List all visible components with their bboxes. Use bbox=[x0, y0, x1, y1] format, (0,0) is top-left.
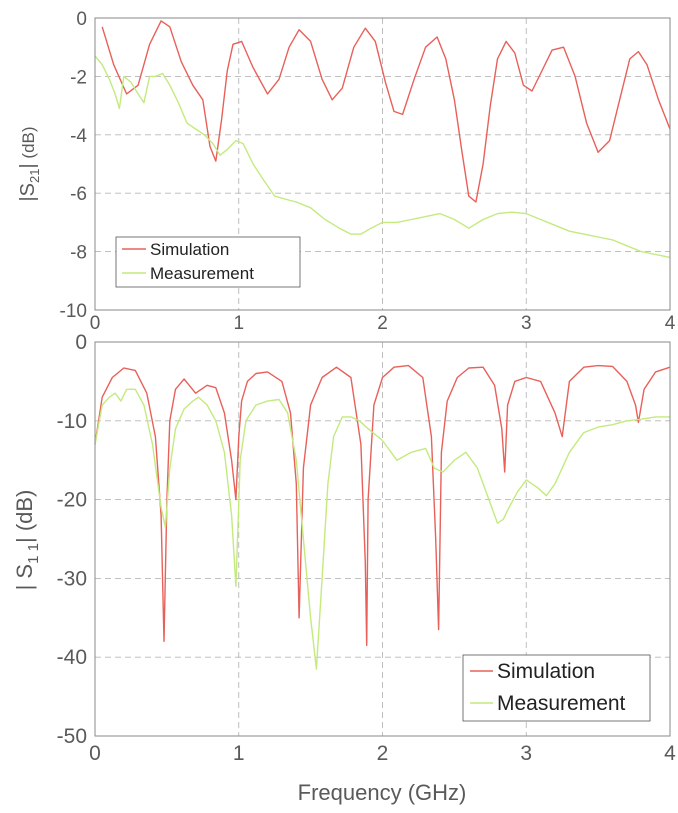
s21-x-tick-labels: 0 1 2 3 4 bbox=[90, 313, 676, 334]
s11-legend: Simulation Measurement bbox=[462, 654, 651, 722]
s11-axes-frame bbox=[94, 341, 671, 737]
s11-series-line-simulation bbox=[94, 364, 671, 647]
s21-axes-frame bbox=[94, 17, 671, 311]
s11-x-tick-label: 3 bbox=[520, 742, 532, 765]
s21-panel: 0 1 2 3 4 0 -2 -4 -6 -8 -10 |S21| (dB) Simulation… bbox=[17, 9, 676, 334]
s11-panel: 0 1 2 3 4 0 -10 -20 -30 -40 -50 | S1 1| (dB) Freq… bbox=[12, 331, 676, 805]
s11-y-tick-label: -10 bbox=[57, 410, 87, 433]
s21-legend-label-simulation: Simulation bbox=[150, 240, 229, 259]
s21-y-tick-label: -6 bbox=[70, 184, 87, 205]
s21-x-tick-label: 0 bbox=[90, 313, 101, 334]
s11-y-tick-label: -40 bbox=[57, 646, 87, 669]
s21-series-line-simulation bbox=[101, 20, 671, 203]
s11-legend-label-simulation: Simulation bbox=[497, 660, 595, 683]
s21-y-tick-label: 0 bbox=[76, 9, 87, 30]
s21-y-axis-label: |S21| (dB) bbox=[17, 126, 42, 201]
s11-grid bbox=[95, 342, 670, 736]
s21-legend-label-measurement: Measurement bbox=[150, 264, 254, 283]
s21-y-tick-label: -4 bbox=[70, 126, 87, 147]
x-axis-label: Frequency (GHz) bbox=[298, 780, 467, 805]
s11-legend-box bbox=[462, 654, 651, 722]
s11-series bbox=[94, 364, 671, 670]
s21-x-tick-label: 2 bbox=[377, 313, 388, 334]
s11-y-tick-label: -50 bbox=[57, 725, 87, 748]
s11-x-tick-labels: 0 1 2 3 4 bbox=[89, 742, 676, 765]
s21-series bbox=[94, 20, 671, 259]
s11-y-tick-label: 0 bbox=[75, 331, 87, 354]
s11-y-tick-label: -20 bbox=[57, 489, 87, 512]
s21-y-tick-label: -10 bbox=[60, 301, 87, 322]
s21-x-tick-label: 1 bbox=[233, 313, 244, 334]
s11-legend-label-measurement: Measurement bbox=[497, 692, 626, 715]
s21-x-tick-label: 3 bbox=[521, 313, 532, 334]
s21-legend: Simulation Measurement bbox=[115, 236, 301, 288]
s21-x-tick-label: 4 bbox=[665, 313, 676, 334]
s11-x-tick-label: 4 bbox=[664, 742, 676, 765]
s21-y-tick-labels: 0 -2 -4 -6 -8 -10 bbox=[60, 9, 88, 322]
s21-series-line-measurement bbox=[94, 55, 671, 259]
s21-legend-box bbox=[115, 236, 301, 288]
s11-series-line-measurement bbox=[94, 388, 670, 670]
s11-y-axis-label: | S1 1| (dB) bbox=[12, 490, 42, 591]
s21-y-tick-label: -8 bbox=[70, 243, 87, 264]
s11-x-tick-label: 0 bbox=[89, 742, 101, 765]
s11-y-tick-label: -30 bbox=[57, 567, 87, 590]
s21-y-tick-label: -2 bbox=[70, 67, 87, 88]
s11-x-tick-label: 2 bbox=[377, 742, 389, 765]
s11-y-tick-labels: 0 -10 -20 -30 -40 -50 bbox=[57, 331, 87, 748]
s11-x-tick-label: 1 bbox=[233, 742, 245, 765]
